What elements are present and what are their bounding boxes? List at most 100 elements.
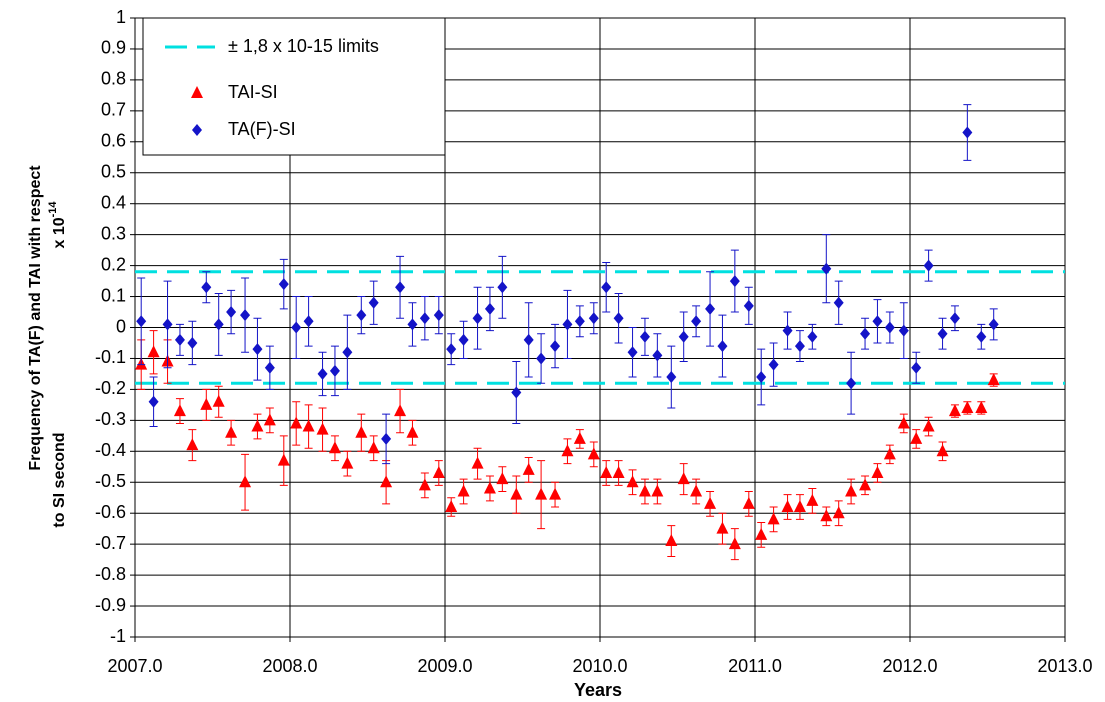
point: [458, 333, 469, 346]
point: [949, 312, 960, 325]
point: [626, 475, 639, 488]
point: [511, 386, 522, 399]
y-tick-label: -0.4: [95, 440, 126, 460]
point: [174, 333, 185, 346]
point: [651, 484, 664, 497]
point: [496, 472, 509, 485]
point: [240, 309, 251, 322]
y-tick-label: 0.4: [101, 192, 126, 212]
y-tick-label: -0.5: [95, 471, 126, 491]
point: [910, 431, 923, 444]
point: [729, 275, 740, 288]
point: [561, 444, 574, 457]
point: [821, 262, 832, 275]
point: [239, 475, 252, 488]
y-tick-label: -0.2: [95, 378, 126, 398]
point: [368, 296, 379, 309]
y-tick-label: -0.3: [95, 409, 126, 429]
point: [768, 358, 779, 371]
point: [251, 419, 264, 432]
legend-swatch: [192, 124, 202, 136]
y-tick-label: 0: [116, 316, 126, 336]
point: [395, 281, 406, 294]
point: [627, 346, 638, 359]
point: [677, 472, 690, 485]
point: [937, 327, 948, 340]
x-tick-label: 2013.0: [1037, 656, 1092, 676]
y-tick-label: 0.1: [101, 285, 126, 305]
point: [445, 500, 458, 513]
point: [562, 318, 573, 331]
point: [201, 281, 212, 294]
point: [200, 397, 213, 410]
point: [173, 404, 186, 417]
point: [911, 361, 922, 374]
point: [898, 324, 909, 337]
plot-frame: [134, 17, 1066, 638]
point: [162, 318, 173, 331]
point: [419, 312, 430, 325]
y-tick-label: -0.1: [95, 347, 126, 367]
point: [600, 465, 613, 478]
point: [523, 333, 534, 346]
point: [806, 493, 819, 506]
y-tick-label: 0.6: [101, 131, 126, 151]
point: [573, 431, 586, 444]
point: [316, 422, 329, 435]
point: [136, 315, 147, 328]
point: [317, 367, 328, 380]
point: [510, 487, 523, 500]
point: [728, 537, 741, 550]
point: [549, 487, 562, 500]
point: [472, 312, 483, 325]
y-tick-label: 0.5: [101, 162, 126, 182]
point: [652, 349, 663, 362]
point: [666, 371, 677, 384]
point: [367, 441, 380, 454]
point: [781, 500, 794, 513]
legend: ± 1,8 x 10-15 limits TAI-SI TA(F)-SI: [142, 17, 446, 156]
point: [484, 302, 495, 315]
point: [638, 484, 651, 497]
point: [948, 404, 961, 417]
point: [807, 330, 818, 343]
point: [962, 126, 973, 139]
point: [976, 330, 987, 343]
point: [922, 419, 935, 432]
point: [704, 496, 717, 509]
point: [226, 306, 237, 319]
point: [690, 484, 703, 497]
point: [691, 315, 702, 328]
point: [987, 373, 1000, 386]
x-tick-label: 2008.0: [262, 656, 317, 676]
point: [355, 425, 368, 438]
point: [394, 404, 407, 417]
point: [252, 343, 263, 356]
point: [601, 281, 612, 294]
x-tick-label: 2012.0: [882, 656, 937, 676]
point: [446, 343, 457, 356]
y-axis-title: Frequency of TA(F) and TAI with respect …: [27, 165, 68, 528]
point: [871, 465, 884, 478]
y-tick-label: 0.7: [101, 100, 126, 120]
point: [302, 419, 315, 432]
point: [883, 447, 896, 460]
point: [535, 487, 548, 500]
point: [186, 438, 199, 451]
point: [328, 441, 341, 454]
point: [497, 281, 508, 294]
point: [755, 527, 768, 540]
point: [147, 345, 160, 358]
point: [356, 309, 367, 322]
point: [872, 315, 883, 328]
legend-label: TA(F)-SI: [228, 119, 296, 139]
point: [264, 361, 275, 374]
point: [550, 340, 561, 353]
y-tick-label: -0.7: [95, 533, 126, 553]
point: [639, 330, 650, 343]
point: [225, 425, 238, 438]
point: [380, 475, 393, 488]
point: [148, 395, 159, 408]
point: [961, 400, 974, 413]
